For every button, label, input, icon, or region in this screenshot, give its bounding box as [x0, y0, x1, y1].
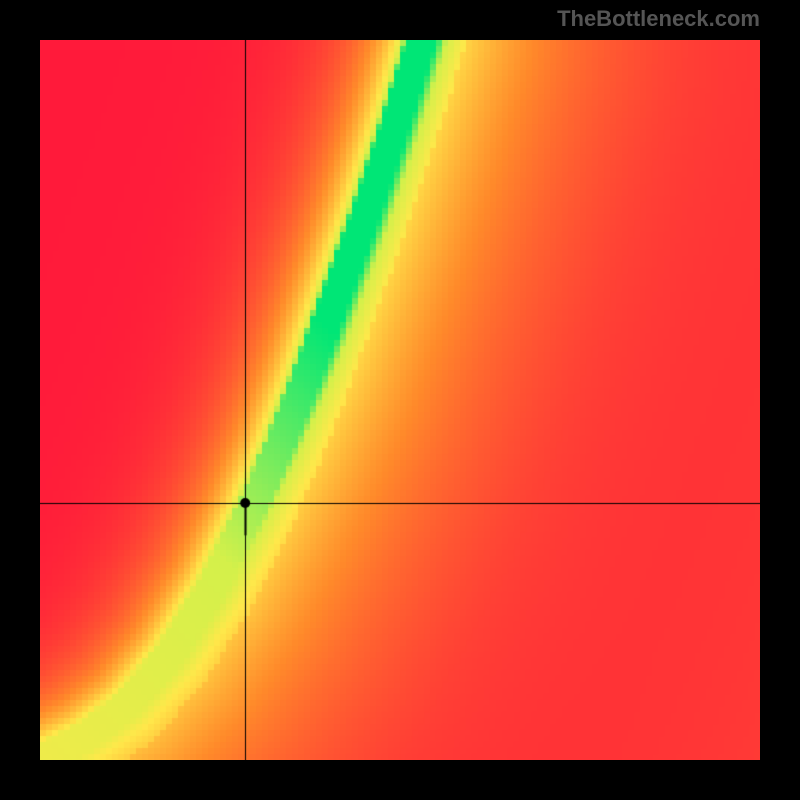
watermark-text: TheBottleneck.com: [557, 6, 760, 32]
bottleneck-heatmap: [40, 40, 760, 760]
heatmap-canvas: [40, 40, 760, 760]
